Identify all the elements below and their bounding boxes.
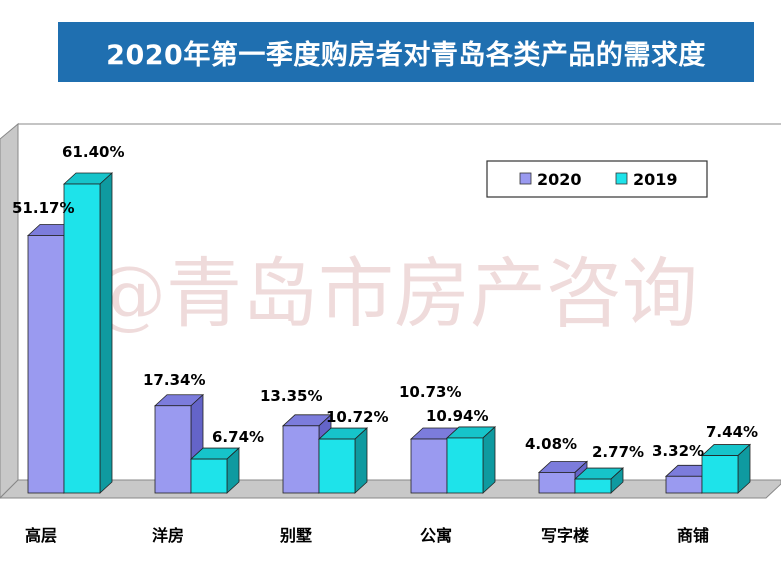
bar-front-face <box>574 478 612 494</box>
legend-swatch-2020 <box>519 172 532 185</box>
value-label-2019-3: 10.94% <box>426 407 488 425</box>
plot-floor <box>0 479 781 499</box>
value-label-2019-5: 7.44% <box>706 423 758 441</box>
value-label-2019-4: 2.77% <box>592 443 644 461</box>
value-label-2019-0: 61.40% <box>62 143 124 161</box>
bar-side-face <box>354 427 368 494</box>
value-label-2020-5: 3.32% <box>652 442 704 460</box>
watermark-text: @青岛市房产咨询 <box>90 249 698 338</box>
category-label-1: 洋房 <box>152 526 184 545</box>
bars-group <box>26 172 752 494</box>
value-label-2020-0: 51.17% <box>12 199 74 217</box>
bar-2019-3 <box>445 426 497 494</box>
value-label-2020-2: 13.35% <box>260 387 322 405</box>
plot-back-area <box>0 124 781 476</box>
bar-2019-1 <box>189 447 241 494</box>
value-labels-group: 51.17% 61.40% 17.34% 6.74% 13.35%10.72% 10.73… <box>12 143 758 461</box>
value-label-2020-3: 10.73% <box>399 383 461 401</box>
category-label-2: 别墅 <box>279 526 312 545</box>
bar-front-face <box>701 455 739 494</box>
bar-2019-4 <box>573 467 625 494</box>
bar-2019-0 <box>62 172 114 494</box>
category-label-0: 高层 <box>25 526 57 545</box>
bar-front-face <box>154 405 192 494</box>
legend-swatch-2019 <box>615 172 628 185</box>
bar-front-face <box>63 183 101 494</box>
bar-2019-2 <box>317 427 369 494</box>
value-label-2019-1: 6.74% <box>212 428 264 446</box>
bar-front-face <box>282 425 320 494</box>
bar-front-face <box>27 235 65 494</box>
category-label-4: 写字楼 <box>541 526 589 545</box>
value-label-2020-1: 17.34% <box>143 371 205 389</box>
bar-front-face <box>190 458 228 494</box>
bar-front-face <box>538 472 576 494</box>
chart-title: 2020年第一季度购房者对青岛各类产品的需求度 <box>58 22 754 82</box>
bar-front-face <box>665 475 703 494</box>
legend: 2020 2019 <box>486 160 708 198</box>
legend-label-2019: 2019 <box>633 170 678 189</box>
value-label-2020-4: 4.08% <box>525 435 577 453</box>
bar-2020-2 <box>281 413 333 494</box>
category-label-3: 公寓 <box>420 526 452 545</box>
legend-label-2020: 2020 <box>537 170 582 189</box>
bar-front-face <box>446 437 484 494</box>
bar-side-face <box>99 172 113 494</box>
category-label-5: 商铺 <box>677 526 709 545</box>
bar-side-face <box>482 426 496 494</box>
plot-left-wall <box>0 122 19 499</box>
category-labels-group: 高层 洋房 别墅 公寓 写字楼 商铺 <box>25 526 709 545</box>
bar-2019-5 <box>700 443 752 494</box>
bar-front-face <box>410 438 448 494</box>
bar-front-face <box>318 438 356 494</box>
value-label-2019-2: 10.72% <box>326 408 388 426</box>
